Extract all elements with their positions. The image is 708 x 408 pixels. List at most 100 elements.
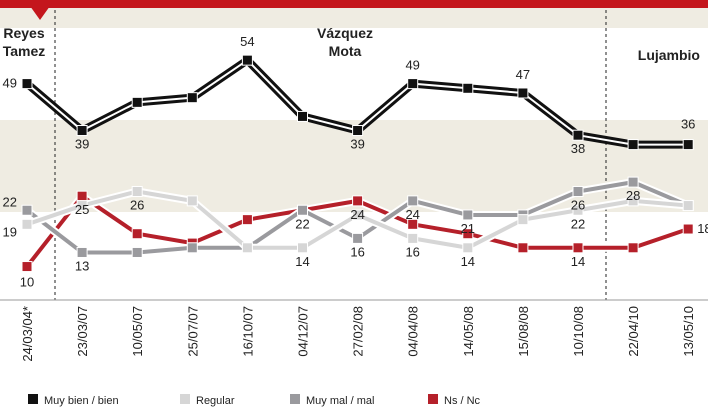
point <box>572 185 584 197</box>
annotation: Lujambio <box>638 47 700 63</box>
value-label: 16 <box>405 244 419 259</box>
value-label: 21 <box>461 221 475 236</box>
x-tick-label: 13/05/10 <box>681 306 696 357</box>
value-label: 18 <box>697 221 708 236</box>
value-label: 26 <box>130 197 144 212</box>
value-label: 14 <box>295 254 309 269</box>
value-label: 16 <box>350 244 364 259</box>
point <box>517 214 529 226</box>
x-tick-label: 14/05/08 <box>461 306 476 357</box>
value-label: 14 <box>461 254 475 269</box>
point <box>241 242 253 254</box>
value-label: 25 <box>75 202 89 217</box>
value-label: 10 <box>20 275 34 290</box>
point <box>131 246 143 258</box>
value-label: 24 <box>350 207 364 222</box>
point <box>186 92 198 104</box>
legend-label: Muy mal / mal <box>306 395 374 407</box>
value-label: 26 <box>571 197 585 212</box>
value-label: 38 <box>571 141 585 156</box>
annotation: Vázquez <box>317 25 373 41</box>
point <box>21 261 33 273</box>
x-tick-label: 22/04/10 <box>626 306 641 357</box>
point <box>241 214 253 226</box>
annotation: Tamez <box>3 43 46 59</box>
point <box>462 82 474 94</box>
value-label: 22 <box>3 194 17 209</box>
legend-swatch <box>290 394 300 404</box>
x-tick-label: 25/07/07 <box>185 306 200 357</box>
point <box>682 200 694 212</box>
point <box>131 185 143 197</box>
point <box>76 125 88 137</box>
band <box>0 8 708 28</box>
x-tick-label: 10/05/07 <box>130 306 145 357</box>
point <box>186 242 198 254</box>
point <box>627 242 639 254</box>
top-bar <box>0 0 708 8</box>
point <box>462 228 474 240</box>
point <box>352 125 364 137</box>
point <box>297 204 308 216</box>
value-label: 22 <box>571 216 585 231</box>
legend-label: Regular <box>196 395 235 407</box>
x-tick-label: 24/03/04* <box>20 306 35 362</box>
value-label: 39 <box>350 137 364 152</box>
value-label: 24 <box>405 207 419 222</box>
point <box>517 87 529 99</box>
point <box>572 204 584 216</box>
value-label: 28 <box>626 188 640 203</box>
value-label: 19 <box>3 224 17 239</box>
value-label: 39 <box>75 137 89 152</box>
marker <box>30 6 50 20</box>
value-label: 47 <box>516 67 530 82</box>
x-tick-label: 15/08/08 <box>516 306 531 357</box>
value-label: 14 <box>571 254 585 269</box>
x-tick-label: 16/10/07 <box>240 306 255 357</box>
point <box>352 195 364 207</box>
point <box>462 209 474 221</box>
point <box>462 242 474 254</box>
legend-label: Muy bien / bien <box>44 395 119 407</box>
x-tick-label: 04/12/07 <box>296 306 311 357</box>
annotation: Reyes <box>3 25 44 41</box>
value-label: 22 <box>295 216 309 231</box>
point <box>21 78 33 90</box>
legend-swatch <box>428 394 438 404</box>
point <box>131 228 143 240</box>
value-label: 36 <box>681 117 695 132</box>
annotation: Mota <box>329 43 362 59</box>
point <box>131 96 143 108</box>
point <box>186 195 198 207</box>
legend-swatch <box>28 394 38 404</box>
x-tick-label: 23/03/07 <box>75 306 90 357</box>
point <box>682 139 694 151</box>
point <box>21 204 33 216</box>
point <box>297 110 308 122</box>
point <box>352 209 364 221</box>
point <box>572 129 584 141</box>
x-tick-label: 27/02/08 <box>351 306 366 357</box>
point <box>76 246 88 258</box>
point <box>76 190 88 202</box>
x-tick-label: 04/04/08 <box>406 306 421 357</box>
point <box>407 218 419 230</box>
point <box>627 176 639 188</box>
value-label: 54 <box>240 34 254 49</box>
point <box>517 242 529 254</box>
point <box>76 200 88 212</box>
point <box>627 195 639 207</box>
point <box>627 139 639 151</box>
point <box>682 223 694 235</box>
point <box>407 78 419 90</box>
point <box>572 242 584 254</box>
value-label: 49 <box>405 58 419 73</box>
point <box>407 232 419 244</box>
point <box>407 195 419 207</box>
point <box>21 218 33 230</box>
legend-swatch <box>180 394 190 404</box>
legend-label: Ns / Nc <box>444 395 481 407</box>
point <box>297 242 308 254</box>
x-tick-label: 10/10/08 <box>571 306 586 357</box>
